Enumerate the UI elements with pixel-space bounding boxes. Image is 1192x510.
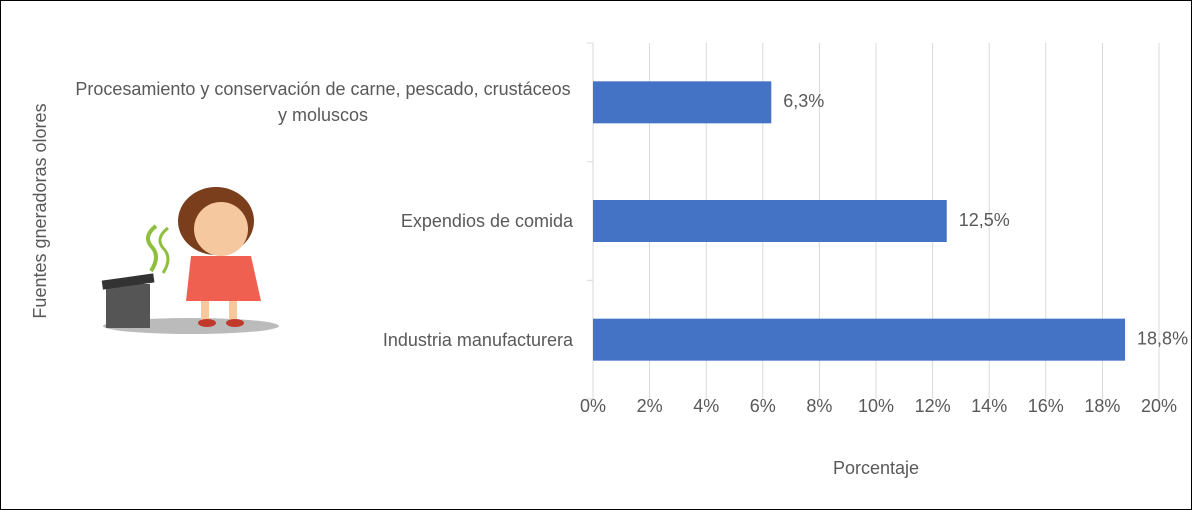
x-tick-label: 12% [915, 396, 951, 416]
smell [145, 224, 158, 273]
dress [186, 256, 261, 301]
y-axis-title: Fuentes gneradoras olores [30, 103, 50, 318]
y-tick-label: Procesamiento y conservación de carne, p… [75, 79, 571, 126]
shoe [226, 319, 244, 327]
face [194, 202, 248, 256]
x-tick-label: 18% [1084, 396, 1120, 416]
x-tick-label: 10% [858, 396, 894, 416]
illustration [101, 187, 279, 334]
x-tick-label: 4% [693, 396, 719, 416]
value-label: 18,8% [1137, 328, 1188, 348]
x-tick-label: 20% [1141, 396, 1177, 416]
trash-lid [101, 273, 155, 290]
x-tick-label: 0% [580, 396, 606, 416]
bar [593, 81, 772, 124]
leg [201, 301, 209, 321]
x-tick-label: 6% [750, 396, 776, 416]
leg [229, 301, 237, 321]
bar [593, 318, 1126, 361]
x-tick-label: 8% [806, 396, 832, 416]
x-tick-label: 14% [971, 396, 1007, 416]
x-tick-label: 2% [637, 396, 663, 416]
x-axis-title: Porcentaje [833, 458, 919, 478]
x-tick-label: 16% [1028, 396, 1064, 416]
y-tick-label: Expendios de comida [400, 211, 573, 231]
value-label: 6,3% [783, 91, 824, 111]
shoe [198, 319, 216, 327]
y-tick-label: Industria manufacturera [382, 329, 573, 350]
bar [593, 200, 947, 242]
trash-can [106, 284, 150, 328]
value-label: 12,5% [959, 210, 1010, 230]
smell [158, 226, 170, 274]
